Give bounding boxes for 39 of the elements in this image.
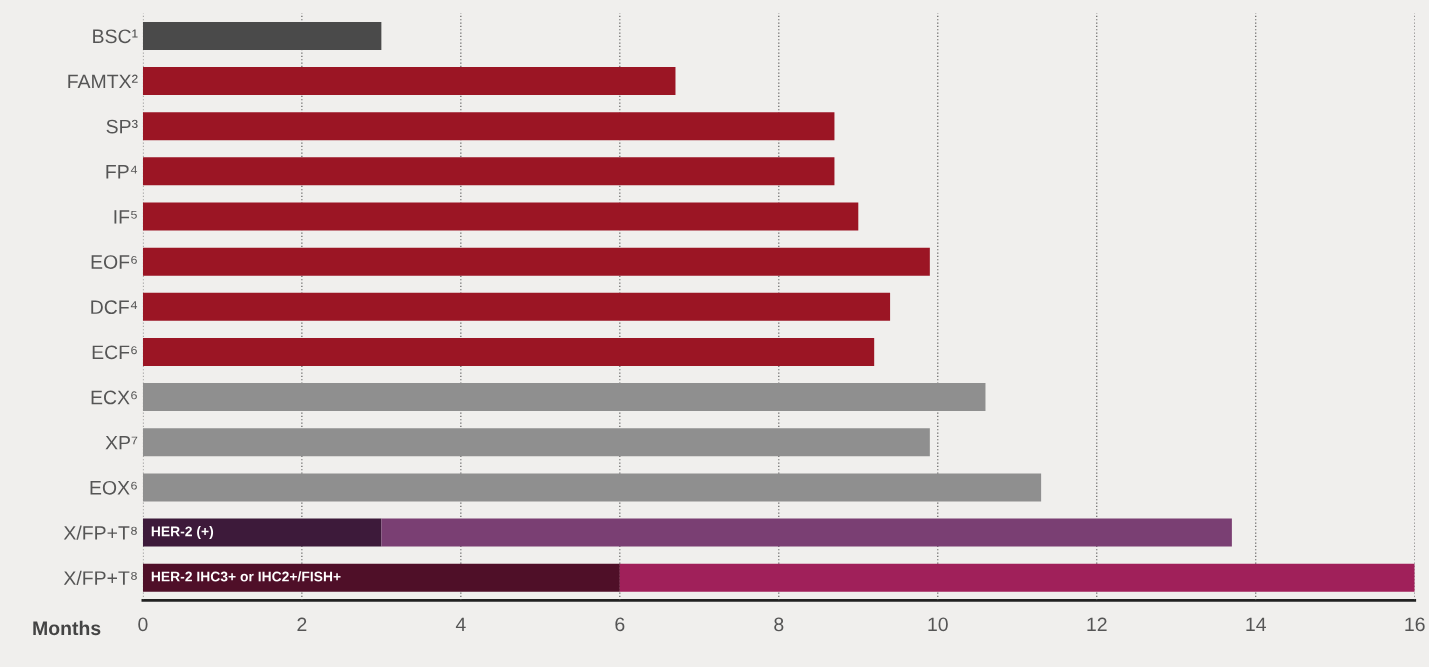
x-tick-label: 0 — [138, 617, 148, 632]
y-tick-label: EOF⁶ — [91, 255, 137, 269]
x-axis-title: Months — [33, 620, 101, 636]
bar — [142, 112, 835, 141]
x-tick-label: 2 — [297, 617, 307, 632]
y-tick-label: X/FP+T⁸ — [63, 525, 137, 540]
y-tick-label: EOX⁶ — [90, 480, 137, 495]
annotation: HER-2 (+) — [151, 526, 214, 540]
y-tick-label: IF⁵ — [114, 210, 137, 224]
bar — [142, 67, 676, 96]
bar — [142, 247, 930, 276]
y-tick-label: SP³ — [106, 119, 138, 134]
bar — [142, 157, 835, 186]
x-tick-label: 14 — [1246, 617, 1266, 632]
bar — [142, 337, 875, 366]
bar — [142, 428, 930, 457]
x-tick-label: 12 — [1087, 617, 1107, 632]
bar — [381, 518, 1232, 547]
bar — [142, 563, 620, 592]
bar — [142, 518, 382, 547]
x-tick-label: 4 — [455, 617, 466, 632]
bar — [619, 563, 1415, 592]
y-tick-label: FP⁴ — [106, 165, 138, 179]
y-tick-label: ECF⁶ — [92, 345, 137, 360]
x-tick-label: 10 — [928, 617, 948, 632]
bar — [142, 473, 1042, 502]
bar — [142, 383, 986, 412]
y-tick-label: XP⁷ — [105, 435, 138, 450]
x-tick-label: 6 — [615, 617, 625, 632]
bar — [142, 202, 859, 231]
x-tick-label: 8 — [774, 617, 784, 632]
y-tick-label: BSC¹ — [93, 29, 138, 44]
annotation: HER-2 IHC3+ or IHC2+/FISH+ — [151, 571, 341, 582]
x-tick-label: 16 — [1405, 617, 1425, 632]
y-tick-label: FAMTX² — [68, 74, 138, 89]
y-tick-label: ECX⁶ — [91, 390, 137, 405]
bar — [142, 292, 891, 321]
y-tick-label: DCF⁴ — [91, 300, 138, 315]
y-tick-label: X/FP+T⁸ — [63, 570, 137, 585]
